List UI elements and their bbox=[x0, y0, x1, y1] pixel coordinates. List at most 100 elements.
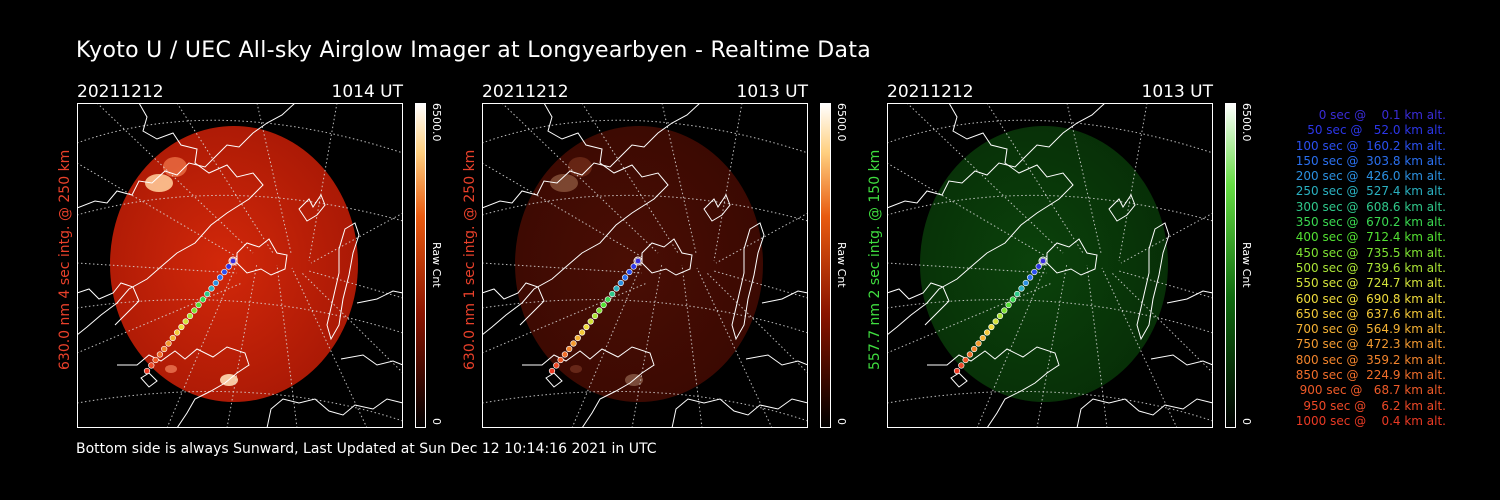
trajectory-point bbox=[604, 296, 611, 303]
allsky-image bbox=[887, 103, 1213, 428]
legend-row: 950 sec @ 6.2 km alt. bbox=[1303, 398, 1446, 413]
legend-row: 200 sec @ 426.0 km alt. bbox=[1295, 169, 1446, 184]
trajectory-point bbox=[1014, 290, 1021, 298]
trajectory-point bbox=[182, 318, 189, 325]
legend-row: 150 sec @ 303.8 km alt. bbox=[1295, 153, 1446, 168]
legend-row: 800 sec @ 359.2 km alt. bbox=[1295, 352, 1446, 367]
trajectory-point bbox=[143, 367, 151, 375]
legend-row: 550 sec @ 724.7 km alt. bbox=[1295, 276, 1446, 291]
legend-row: 600 sec @ 690.8 km alt. bbox=[1295, 291, 1446, 306]
trajectory-point bbox=[617, 279, 624, 287]
trajectory-point bbox=[1018, 285, 1025, 292]
legend-row: 350 sec @ 670.2 km alt. bbox=[1295, 215, 1446, 230]
trajectory-point bbox=[992, 318, 999, 325]
colorbar-min-label: 0 bbox=[835, 418, 848, 425]
trajectory-point bbox=[221, 268, 228, 276]
trajectory-point bbox=[1001, 307, 1008, 314]
trajectory-point bbox=[971, 345, 978, 353]
trajectory-point bbox=[561, 351, 568, 358]
trajectory-point bbox=[148, 362, 155, 369]
legend-row: 450 sec @ 735.5 km alt. bbox=[1295, 245, 1446, 260]
trajectory-point bbox=[591, 312, 599, 320]
colorbar-max-label: 6500.0 bbox=[430, 103, 443, 142]
panel-time: 1013 UT bbox=[736, 82, 809, 102]
trajectory-point bbox=[587, 318, 594, 325]
legend-row: 750 sec @ 472.3 km alt. bbox=[1295, 337, 1446, 352]
trajectory-point bbox=[953, 367, 961, 375]
trajectory-point bbox=[958, 362, 965, 369]
trajectory-point bbox=[173, 329, 181, 336]
legend-row: 500 sec @ 739.6 km alt. bbox=[1295, 260, 1446, 275]
colorbar bbox=[415, 103, 426, 428]
colorbar-max-label: 6500.0 bbox=[835, 103, 848, 142]
panel-side-label: 630.0 nm 4 sec intg. @ 250 km bbox=[57, 149, 73, 370]
legend-row: 50 sec @ 52.0 km alt. bbox=[1307, 123, 1446, 138]
trajectory-point bbox=[609, 290, 616, 298]
trajectory-point bbox=[178, 323, 185, 331]
trajectory-point bbox=[578, 329, 586, 336]
trajectory-point bbox=[217, 274, 224, 281]
legend-row: 300 sec @ 608.6 km alt. bbox=[1295, 199, 1446, 214]
legend-row: 100 sec @ 160.2 km alt. bbox=[1295, 138, 1446, 153]
trajectory-point bbox=[229, 257, 237, 265]
allsky-image bbox=[482, 103, 808, 428]
panel-side-label: 557.7 nm 2 sec intg. @ 150 km bbox=[867, 149, 883, 370]
panel-date: 20211212 bbox=[887, 82, 974, 102]
trajectory-point bbox=[225, 263, 232, 270]
trajectory-point bbox=[212, 279, 219, 287]
page-title: Kyoto U / UEC All-sky Airglow Imager at … bbox=[76, 38, 872, 63]
trajectory-point bbox=[208, 285, 215, 292]
trajectory-point bbox=[583, 323, 590, 331]
airglow-disk bbox=[515, 126, 763, 402]
trajectory-point bbox=[996, 312, 1004, 320]
trajectory-point bbox=[570, 340, 577, 347]
trajectory-point bbox=[191, 307, 198, 314]
trajectory-point bbox=[1035, 263, 1042, 270]
trajectory-point bbox=[169, 334, 176, 342]
panel-time: 1013 UT bbox=[1141, 82, 1214, 102]
trajectory-point bbox=[199, 296, 206, 303]
trajectory-point bbox=[156, 351, 163, 358]
trajectory-point bbox=[966, 351, 973, 358]
trajectory-point bbox=[630, 263, 637, 270]
airglow-disk bbox=[920, 126, 1168, 402]
trajectory-point bbox=[613, 285, 620, 292]
legend-row: 900 sec @ 68.7 km alt. bbox=[1299, 383, 1446, 398]
colorbar-min-label: 0 bbox=[430, 418, 443, 425]
trajectory-point bbox=[557, 356, 564, 364]
legend-row: 1000 sec @ 0.4 km alt. bbox=[1295, 413, 1446, 428]
trajectory-point bbox=[634, 257, 642, 265]
trajectory-point bbox=[622, 274, 629, 281]
legend-row: 700 sec @ 564.9 km alt. bbox=[1295, 322, 1446, 337]
trajectory-point bbox=[204, 290, 211, 298]
legend-row: 400 sec @ 712.4 km alt. bbox=[1295, 230, 1446, 245]
trajectory-point bbox=[988, 323, 995, 331]
panel-date: 20211212 bbox=[77, 82, 164, 102]
trajectory-point bbox=[152, 356, 159, 364]
trajectory-point bbox=[553, 362, 560, 369]
trajectory-point bbox=[566, 345, 573, 353]
colorbar-unit-label: Raw Cnt bbox=[430, 242, 443, 288]
trajectory-point bbox=[1027, 274, 1034, 281]
trajectory-point bbox=[195, 301, 202, 309]
trajectory-point bbox=[1022, 279, 1029, 287]
legend-row: 0 sec @ 0.1 km alt. bbox=[1318, 108, 1446, 122]
panel-side-label: 630.0 nm 1 sec intg. @ 250 km bbox=[462, 149, 478, 370]
trajectory-point bbox=[548, 367, 556, 375]
trajectory-point bbox=[975, 340, 982, 347]
trajectory-point bbox=[979, 334, 986, 342]
trajectory-point bbox=[165, 340, 172, 347]
footer-status: Bottom side is always Sunward, Last Upda… bbox=[76, 441, 657, 457]
colorbar bbox=[820, 103, 831, 428]
trajectory-point bbox=[1005, 301, 1012, 309]
trajectory-point bbox=[1039, 257, 1047, 265]
legend-row: 650 sec @ 637.6 km alt. bbox=[1295, 306, 1446, 321]
trajectory-point bbox=[983, 329, 991, 336]
legend-row: 850 sec @ 224.9 km alt. bbox=[1295, 368, 1446, 383]
colorbar-unit-label: Raw Cnt bbox=[835, 242, 848, 288]
trajectory-point bbox=[1009, 296, 1016, 303]
trajectory-point bbox=[600, 301, 607, 309]
panel-date: 20211212 bbox=[482, 82, 569, 102]
trajectory-point bbox=[596, 307, 603, 314]
panel-time: 1014 UT bbox=[331, 82, 404, 102]
